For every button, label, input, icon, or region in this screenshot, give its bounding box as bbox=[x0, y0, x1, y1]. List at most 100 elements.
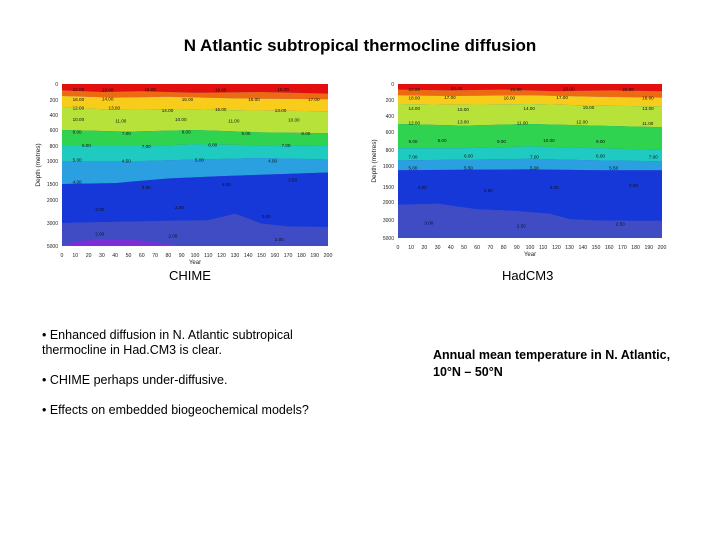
x-tick-label: 170 bbox=[284, 253, 293, 259]
contour-label: 7.00 bbox=[122, 131, 131, 136]
temperature-band-5 bbox=[62, 144, 328, 161]
x-tick-label: 200 bbox=[324, 253, 333, 259]
x-tick-label: 160 bbox=[605, 245, 614, 251]
y-axis-label: Depth (metres) bbox=[35, 143, 42, 186]
x-tick-label: 140 bbox=[578, 245, 587, 251]
x-tick-label: 200 bbox=[658, 245, 667, 251]
slide-title: N Atlantic subtropical thermocline diffu… bbox=[183, 36, 537, 55]
contour-label: 8.00 bbox=[301, 131, 310, 136]
temperature-band-3 bbox=[398, 104, 662, 128]
contour-label: 11.00 bbox=[115, 118, 127, 123]
contour-label: 8.00 bbox=[438, 138, 447, 143]
y-tick-label: 3000 bbox=[383, 218, 394, 224]
x-tick-label: 160 bbox=[270, 253, 279, 259]
contour-label: 14.00 bbox=[409, 106, 421, 111]
y-tick-label: 600 bbox=[50, 128, 59, 134]
contour-label: 11.00 bbox=[517, 120, 529, 125]
contour-label: 7.00 bbox=[530, 154, 539, 159]
temperature-band-6 bbox=[62, 158, 328, 184]
temperature-band-5 bbox=[398, 146, 662, 162]
x-axis-label: Year bbox=[189, 260, 201, 266]
contour-label: 12.00 bbox=[73, 106, 85, 111]
x-tick-label: 30 bbox=[435, 245, 441, 251]
contour-label: 2.00 bbox=[95, 231, 104, 236]
x-tick-label: 50 bbox=[126, 253, 132, 259]
x-axis-label: Year bbox=[524, 252, 536, 258]
x-tick-label: 0 bbox=[397, 245, 400, 251]
contour-label: 16.00 bbox=[642, 96, 654, 101]
contour-label: 5.00 bbox=[409, 166, 418, 171]
contour-label: 22.00 bbox=[409, 87, 421, 92]
contour-label: 2.50 bbox=[175, 205, 184, 210]
contour-label: 2.50 bbox=[616, 222, 625, 227]
contour-label: 3.00 bbox=[424, 221, 433, 226]
annual-mean-note: Annual mean temperature in N. Atlantic, … bbox=[433, 348, 671, 379]
y-tick-label: 200 bbox=[50, 98, 59, 104]
contour-label: 22.00 bbox=[622, 87, 634, 92]
temperature-band-6 bbox=[398, 158, 662, 171]
contour-label: 4.00 bbox=[550, 185, 559, 190]
contour-label: 4.50 bbox=[122, 158, 131, 163]
x-tick-label: 190 bbox=[310, 253, 319, 259]
contour-label: 9.00 bbox=[409, 139, 418, 144]
bullet-list: • Enhanced diffusion in N. Atlantic subt… bbox=[42, 328, 352, 433]
contour-label: 6.00 bbox=[82, 143, 91, 148]
x-tick-label: 70 bbox=[152, 253, 158, 259]
temperature-band-0 bbox=[398, 84, 662, 92]
bullet-item-2: • CHIME perhaps under-diffusive. bbox=[42, 373, 228, 387]
x-tick-label: 120 bbox=[552, 245, 561, 251]
contour-label: 12.00 bbox=[409, 120, 421, 125]
contour-label: 8.00 bbox=[73, 130, 82, 135]
contour-label: 19.00 bbox=[215, 88, 227, 93]
y-tick-label: 2000 bbox=[383, 200, 394, 206]
contour-label: 13.00 bbox=[457, 120, 469, 125]
contour-label: 3.50 bbox=[288, 177, 297, 182]
temperature-band-2 bbox=[62, 96, 328, 112]
contour-label: 6.00 bbox=[208, 142, 217, 147]
x-tick-label: 80 bbox=[166, 253, 172, 259]
temperature-band-9 bbox=[62, 239, 182, 246]
y-tick-label: 400 bbox=[50, 113, 59, 119]
y-tick-label: 600 bbox=[386, 130, 395, 136]
chime-caption: CHIME bbox=[169, 268, 211, 283]
contour-label: 17.00 bbox=[444, 95, 456, 100]
x-tick-label: 60 bbox=[139, 253, 145, 259]
x-tick-label: 70 bbox=[488, 245, 494, 251]
x-tick-label: 150 bbox=[592, 245, 601, 251]
contour-label: 7.00 bbox=[649, 154, 658, 159]
contour-label: 14.00 bbox=[523, 106, 535, 111]
contour-label: 14.00 bbox=[162, 108, 174, 113]
x-tick-label: 10 bbox=[408, 245, 414, 251]
y-tick-label: 5000 bbox=[383, 236, 394, 242]
x-tick-label: 120 bbox=[217, 253, 226, 259]
contour-label: 4.00 bbox=[418, 185, 427, 190]
contour-label: 13.00 bbox=[642, 106, 654, 111]
contour-label: 12.00 bbox=[576, 120, 588, 125]
contour-label: 20.00 bbox=[563, 86, 575, 91]
contour-label: 7.00 bbox=[142, 144, 151, 149]
contour-label: 18.00 bbox=[409, 96, 421, 101]
y-tick-label: 0 bbox=[391, 82, 394, 88]
x-tick-label: 180 bbox=[297, 253, 306, 259]
contour-label: 2.00 bbox=[275, 237, 284, 242]
contour-label: 9.00 bbox=[242, 131, 251, 136]
y-tick-label: 0 bbox=[55, 82, 58, 88]
x-tick-label: 110 bbox=[539, 245, 547, 251]
contour-label: 13.00 bbox=[275, 108, 287, 113]
bullet-item-1: • Enhanced diffusion in N. Atlantic subt… bbox=[42, 328, 293, 357]
contour-label: 10.00 bbox=[288, 118, 300, 123]
y-tick-label: 1000 bbox=[47, 159, 58, 165]
contour-label: 16.00 bbox=[73, 97, 85, 102]
contour-label: 13.00 bbox=[109, 106, 121, 111]
contour-label: 2.00 bbox=[168, 234, 177, 239]
x-tick-label: 100 bbox=[526, 245, 535, 251]
x-tick-label: 190 bbox=[644, 245, 653, 251]
contour-label: 5.50 bbox=[609, 165, 618, 170]
x-tick-label: 40 bbox=[112, 253, 118, 259]
y-axis-label: Depth (metres) bbox=[371, 139, 378, 182]
y-tick-label: 1000 bbox=[383, 164, 394, 170]
contour-label: 17.00 bbox=[556, 95, 568, 100]
x-tick-label: 130 bbox=[565, 245, 574, 251]
x-tick-label: 80 bbox=[501, 245, 507, 251]
temperature-band-2 bbox=[398, 95, 662, 107]
